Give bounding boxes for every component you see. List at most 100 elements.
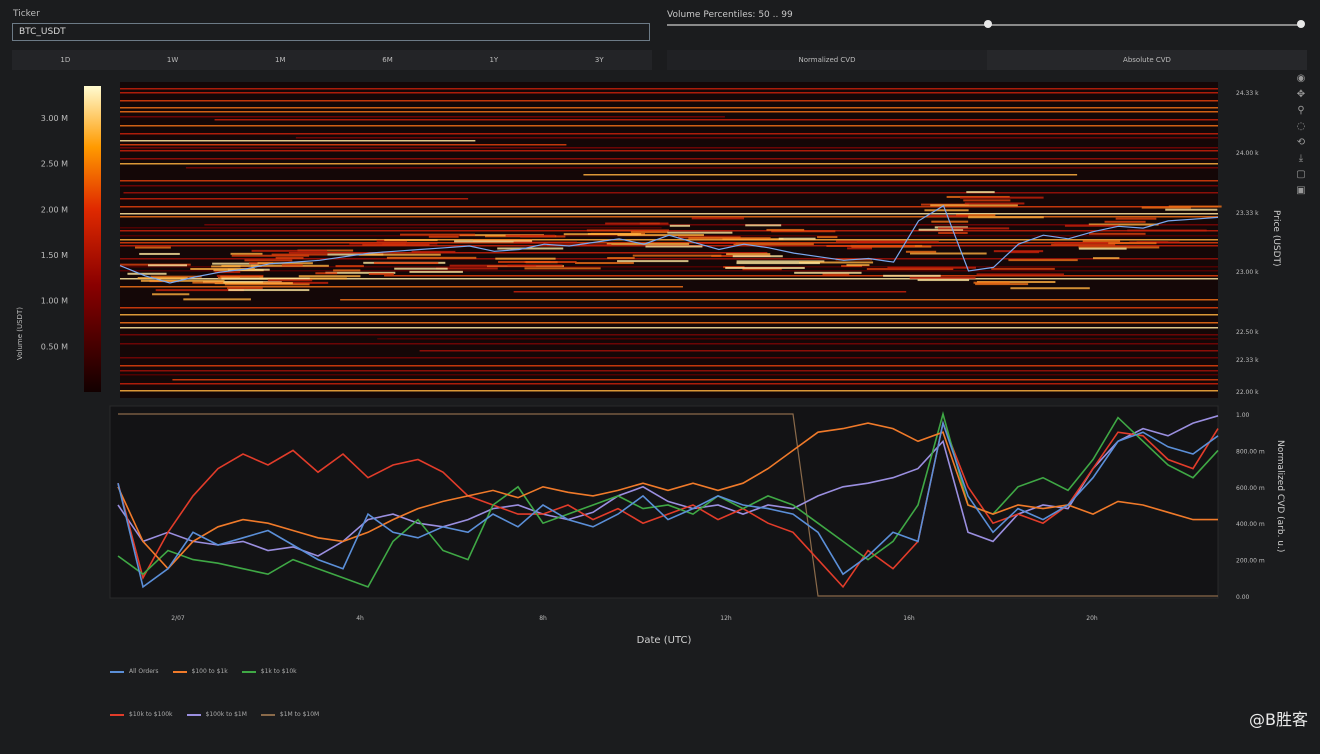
heatmap-cell (822, 273, 850, 276)
heatmap-level (120, 125, 1218, 127)
range-button-1y[interactable]: 1Y (489, 56, 499, 64)
range-button-1d[interactable]: 1D (60, 56, 71, 64)
price-tick-label: 22.50 k (1236, 329, 1259, 336)
heatmap-cell (931, 220, 969, 223)
heatmap-cell (960, 196, 1044, 199)
heatmap-cell (586, 229, 670, 232)
legend-item[interactable]: All Orders (110, 668, 159, 675)
legend-item[interactable]: $1M to $10M (260, 711, 319, 718)
heatmap-cell (887, 266, 976, 269)
heatmap-cell (745, 224, 782, 227)
heatmap-cell (155, 289, 244, 292)
heatmap-cell (363, 261, 446, 264)
heatmap-cell (327, 253, 384, 256)
autoscale-icon[interactable]: ▢ (1296, 169, 1306, 180)
heatmap-cell (335, 265, 364, 268)
heatmap-level (120, 242, 1218, 244)
heatmap-cell (1051, 243, 1116, 246)
tab-absolute-cvd[interactable]: Absolute CVD (987, 50, 1307, 70)
tab-normalized-cvd[interactable]: Normalized CVD (667, 50, 987, 70)
heatmap-cell (733, 243, 814, 246)
cvd-tick-label: 200.00 m (1236, 558, 1265, 565)
colorbar-tick-label: 2.00 M (41, 205, 68, 214)
heatmap-cell (1168, 205, 1222, 208)
heatmap-level (204, 224, 1218, 226)
heatmap-cell (449, 264, 537, 267)
heatmap-cell (924, 209, 969, 212)
heatmap-level (120, 163, 1218, 165)
range-button-1w[interactable]: 1W (166, 56, 179, 64)
range-button-3y[interactable]: 3Y (594, 56, 604, 64)
heatmap-cell (917, 279, 970, 282)
range-button-1m[interactable]: 1M (275, 56, 286, 64)
plotly-logo-icon[interactable]: ◉ (1296, 73, 1306, 84)
heatmap-level (120, 357, 1218, 359)
heatmap-cell (149, 280, 180, 283)
price-tick-label: 22.33 k (1236, 357, 1259, 364)
heatmap-level (340, 299, 1218, 301)
heatmap-cell (1165, 208, 1218, 211)
slider-handle-high[interactable] (1297, 20, 1305, 28)
heatmap-cell (669, 224, 691, 227)
lasso-icon[interactable]: ◌ (1296, 121, 1306, 132)
heatmap-cell (826, 245, 915, 248)
cvd-tick-label: 600.00 m (1236, 485, 1265, 492)
x-axis-title: Date (UTC) (637, 635, 692, 646)
heatmap-level (120, 286, 683, 288)
heatmap-level (288, 252, 768, 254)
heatmap-cell (723, 266, 745, 269)
heatmap-cell (507, 264, 563, 267)
heatmap-cell (349, 242, 438, 245)
legend-item[interactable]: $100 to $1k (172, 668, 228, 675)
legend-item[interactable]: $10k to $100k (110, 711, 173, 718)
heatmap-cell (190, 267, 255, 270)
heatmap-level (120, 278, 1218, 280)
heatmap-cell (1008, 259, 1078, 262)
legend-swatch (172, 670, 187, 673)
cvd-series-line (117, 420, 1219, 589)
heatmap-level (120, 390, 1218, 392)
slider-handle-low[interactable] (984, 20, 992, 28)
ticker-label: Ticker (13, 9, 40, 19)
heatmap-cell (547, 244, 612, 247)
heatmap-cell (1092, 257, 1120, 260)
heatmap-cell (856, 241, 939, 244)
cvd-plot-area (109, 405, 1219, 599)
legend-item[interactable]: $1k to $10k (241, 668, 297, 675)
heatmap-cell (227, 287, 263, 290)
pan-icon[interactable]: ✥ (1296, 89, 1306, 100)
heatmap-level (214, 119, 1218, 121)
heatmap-cell (794, 271, 862, 274)
heatmap-level (120, 88, 1218, 90)
heatmap-level (120, 245, 1218, 247)
cvd-series-line (117, 420, 1219, 589)
range-button-6m[interactable]: 6M (382, 56, 393, 64)
heatmap-cell (778, 237, 816, 240)
heatmap-cell (297, 249, 354, 252)
colorbar-tick-label: 1.00 M (41, 297, 68, 306)
heatmap-cell (211, 265, 241, 268)
heatmap-cell (386, 256, 477, 259)
download-icon[interactable]: ⤓ (1298, 153, 1304, 164)
legend-label: $10k to $100k (129, 711, 173, 718)
heatmap-cell (251, 249, 328, 252)
heatmap-cell (866, 268, 954, 271)
x-tick-label: 8h (539, 615, 547, 622)
legend-item[interactable]: $100k to $1M (186, 711, 247, 718)
watermark: @B胜客 (1249, 710, 1308, 729)
ticker-input[interactable] (12, 23, 650, 41)
save-icon[interactable]: ▣ (1296, 185, 1306, 196)
heatmap-cell (742, 268, 782, 271)
heatmap-cell (376, 239, 408, 242)
heatmap-level (120, 235, 1218, 237)
heatmap-cell (930, 204, 1018, 207)
zoom-icon[interactable]: ⚲ (1297, 105, 1305, 116)
price-tick-label: 24.33 k (1236, 90, 1259, 97)
heatmap-cell (221, 277, 310, 280)
x-tick-label: 4h (356, 615, 364, 622)
heatmap-cell (152, 293, 190, 296)
heatmap-cell (525, 261, 558, 264)
reset-icon[interactable]: ⟲ (1296, 137, 1306, 148)
heatmap-cell (261, 281, 329, 284)
heatmap-level (120, 111, 1218, 113)
